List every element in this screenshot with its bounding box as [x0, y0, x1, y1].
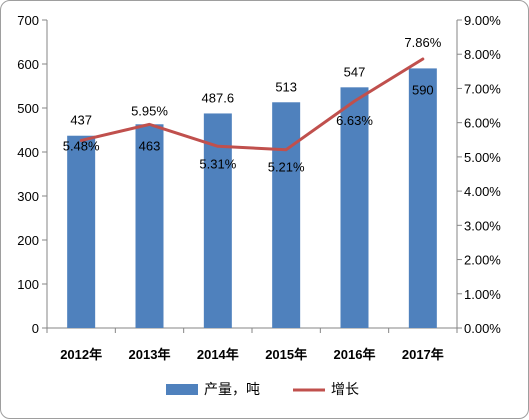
bar-data-label: 590: [412, 82, 434, 97]
x-tick-label: 2014年: [197, 347, 239, 362]
bar-data-label: 487.6: [202, 90, 235, 105]
bar: [272, 102, 301, 328]
left-tick-label: 500: [17, 101, 39, 116]
bar-data-label: 463: [139, 138, 161, 153]
bar-series: [67, 68, 437, 329]
right-tick-label: 4.00%: [464, 184, 501, 199]
legend-label-line: 增长: [331, 381, 359, 397]
left-tick-label: 100: [17, 277, 39, 292]
x-tick-label: 2017年: [402, 347, 444, 362]
x-tick-label: 2015年: [265, 347, 307, 362]
left-tick-label: 400: [17, 145, 39, 160]
left-tick-label: 0: [32, 321, 39, 336]
bar: [408, 68, 437, 329]
bar: [203, 113, 232, 329]
right-tick-label: 1.00%: [464, 287, 501, 302]
bar: [135, 124, 164, 328]
left-tick-label: 300: [17, 189, 39, 204]
x-tick-label: 2013年: [129, 347, 171, 362]
legend: 产量，吨 增长: [166, 381, 359, 397]
line-data-label: 5.21%: [268, 160, 305, 175]
x-tick-label: 2012年: [60, 347, 102, 362]
legend-swatch-bar: [166, 384, 198, 395]
bar: [67, 135, 96, 328]
right-tick-label: 9.00%: [464, 13, 501, 28]
growth-line: [79, 57, 425, 152]
line-data-label: 6.63%: [336, 113, 373, 128]
axes: 0 100 200 300 400 500 600 700 0.00% 1.00% 2.00% 3.0…: [17, 13, 501, 362]
x-tick-label: 2016年: [334, 347, 376, 362]
right-tick-label: 7.00%: [464, 81, 501, 96]
legend-label-bar: 产量，吨: [204, 381, 260, 397]
line-data-label: 5.95%: [131, 103, 168, 118]
bar-data-label: 513: [275, 79, 297, 94]
line-series: [79, 57, 425, 152]
bar: [340, 87, 369, 328]
line-data-label: 7.86%: [404, 35, 441, 50]
right-tick-label: 2.00%: [464, 253, 501, 268]
right-tick-label: 6.00%: [464, 116, 501, 131]
right-tick-label: 3.00%: [464, 218, 501, 233]
data-labels: 437 463 487.6 513 547 590 5.48% 5.95% 5.31% 5.21%…: [63, 35, 442, 175]
bar-data-label: 547: [344, 64, 366, 79]
right-tick-label: 5.00%: [464, 150, 501, 165]
right-tick-label: 8.00%: [464, 47, 501, 62]
line-data-label: 5.48%: [63, 138, 100, 153]
left-tick-label: 700: [17, 13, 39, 28]
right-tick-label: 0.00%: [464, 321, 501, 336]
bar-data-label: 437: [70, 113, 92, 128]
left-tick-label: 600: [17, 57, 39, 72]
line-data-label: 5.31%: [199, 156, 236, 171]
left-tick-label: 200: [17, 233, 39, 248]
